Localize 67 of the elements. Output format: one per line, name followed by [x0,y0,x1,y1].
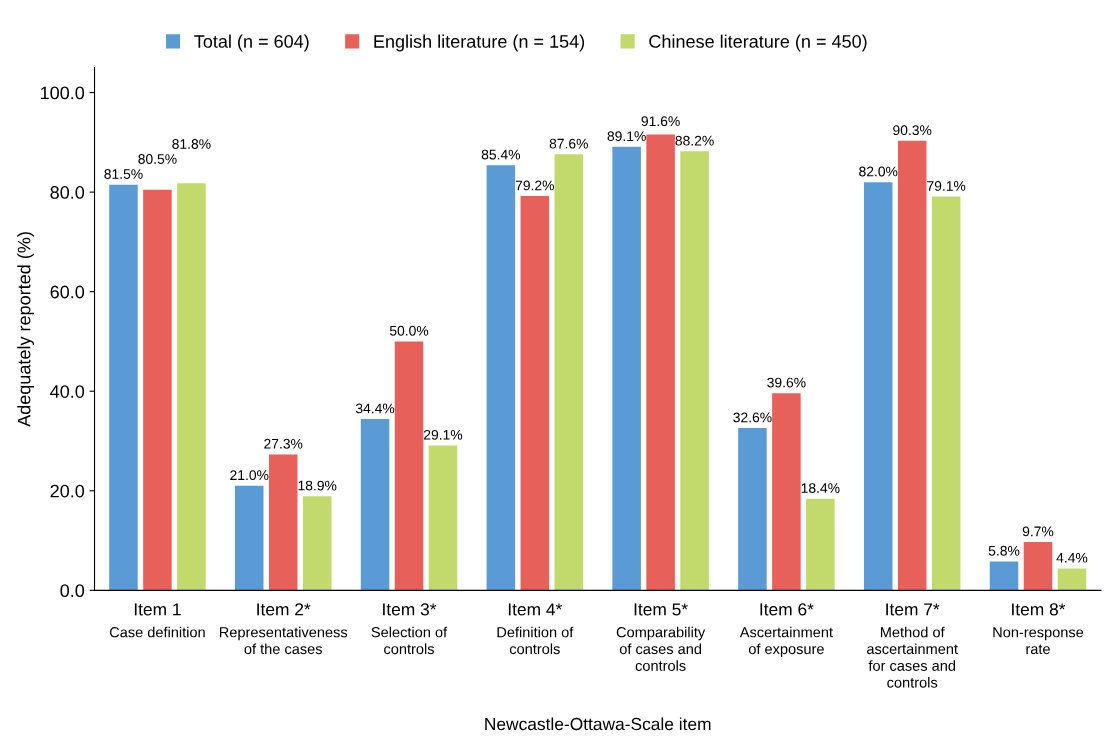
data-label: 27.3% [264,438,303,449]
bar [268,454,298,591]
x-tick-label: Item 3* Selection of controls [371,603,448,655]
x-tick-label: Item 5* Comparability of cases and controls [616,603,706,671]
data-label: 4.4% [1056,552,1088,563]
bar [612,146,641,591]
data-label: 18.9% [298,480,337,491]
x-tick-label: Item 8* Non-response rate [993,603,1084,655]
bar [234,485,264,591]
data-label: 87.6% [549,138,588,149]
y-tick-label: 40.0 [50,385,85,398]
bar [486,165,516,591]
bar [428,445,458,591]
data-label: 79.2% [515,180,554,191]
x-tick-label: Item 2* Representativeness of the cases [219,603,348,655]
x-axis-title: Newcastle-Ottawa-Scale item [485,717,711,731]
data-label: 81.5% [104,169,143,179]
data-label: 91.6% [641,116,680,127]
data-label: 18.4% [801,483,840,493]
data-label: 34.4% [355,403,395,414]
bar [772,393,801,591]
legend-label: Total (n = 604) [194,34,309,52]
x-tick-label: Item 1 Case definition [109,603,205,638]
y-tick-label: 0.0 [60,584,85,598]
y-tick-label: 60.0 [50,285,85,299]
x-tick-label: Item 4* Definition of controls [497,603,574,655]
data-label: 32.6% [733,412,772,423]
data-label: 29.1% [423,429,463,440]
data-label: 5.8% [988,545,1020,556]
x-tick-label: Item 6* Ascertainment of exposure [739,603,833,658]
y-tick-label: 100.0 [41,86,85,100]
data-label: 88.2% [675,135,714,146]
bar [1023,542,1053,591]
data-label: 21.0% [230,470,269,481]
bar [863,182,893,591]
data-label: 82.0% [859,166,898,177]
data-label: 80.5% [138,154,177,164]
bar [143,189,172,591]
data-label: 89.1% [607,131,646,142]
bar [1057,568,1087,591]
data-label: 39.6% [767,377,806,388]
bar [177,183,206,591]
bar [806,498,835,591]
bar [897,140,927,591]
bar [109,184,138,591]
bar [646,134,675,591]
bar [360,419,390,591]
data-label: 9.7% [1022,526,1054,537]
bar [554,154,584,591]
legend-label: Chinese literature (n = 450) [649,34,867,52]
y-tick-label: 80.0 [50,186,85,199]
data-label: 50.0% [389,325,429,336]
bar [680,151,709,591]
data-label: 81.8% [172,139,211,149]
bar [302,496,332,591]
y-axis-title: Adequately reported (%) [17,232,35,427]
x-tick-label: Item 7* Method of ascertainment for cases and controls [867,603,958,688]
data-label: 85.4% [481,149,521,160]
data-label: 79.1% [927,181,966,191]
legend-label: English literature (n = 154) [374,34,585,52]
data-label: 90.3% [893,125,932,136]
bar [989,561,1019,591]
bar [394,341,424,591]
bar [931,196,961,591]
y-tick-label: 20.0 [50,484,85,498]
bar [738,428,767,591]
bar [520,196,550,591]
